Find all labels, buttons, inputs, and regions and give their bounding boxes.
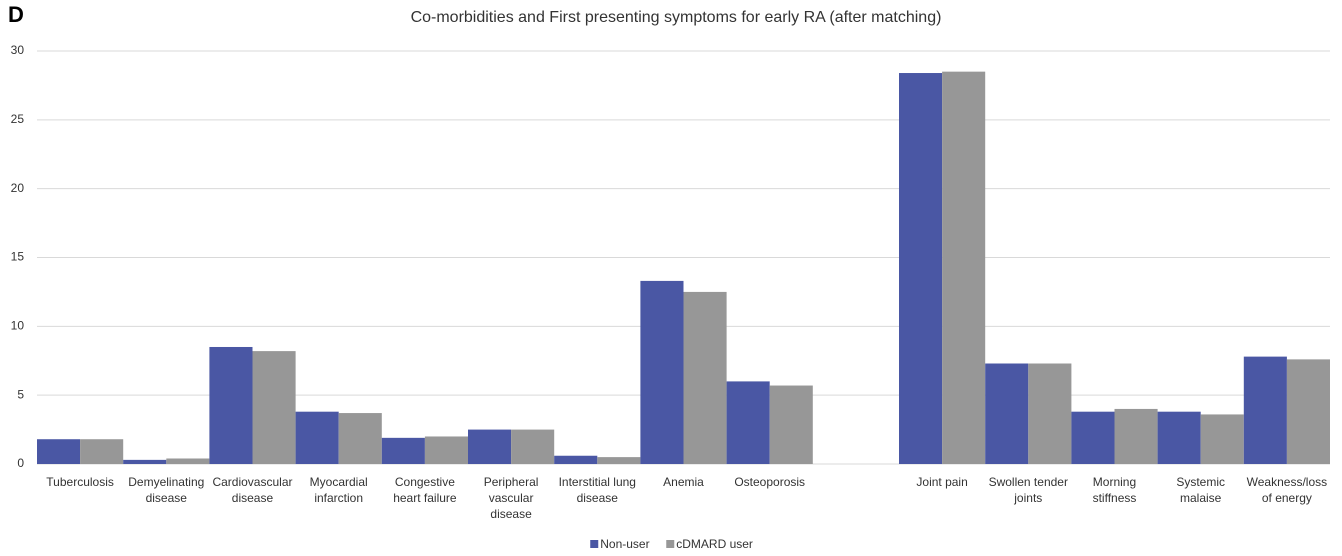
chart-title: Co-morbidities and First presenting symp… bbox=[411, 9, 942, 26]
x-tick-label: Myocardial infarction bbox=[309, 475, 368, 505]
x-tick-label: Morning stiffness bbox=[1092, 475, 1137, 505]
bar bbox=[123, 459, 167, 464]
x-tick-label: Joint pain bbox=[916, 475, 968, 489]
y-tick-label: 20 bbox=[11, 181, 25, 195]
bar bbox=[37, 439, 81, 464]
x-tick-label: Osteoporosis bbox=[734, 475, 806, 489]
bar bbox=[554, 455, 598, 464]
bar bbox=[683, 291, 727, 464]
bar bbox=[640, 280, 684, 464]
bar bbox=[468, 429, 512, 464]
y-tick-label: 25 bbox=[11, 112, 25, 126]
y-tick-label: 5 bbox=[17, 387, 24, 401]
bar bbox=[985, 363, 1029, 464]
legend-swatch bbox=[666, 540, 675, 548]
bar bbox=[942, 71, 986, 465]
legend-label: Non-user bbox=[600, 537, 649, 551]
x-tick-label: Tuberculosis bbox=[46, 475, 114, 489]
bar bbox=[1071, 411, 1115, 464]
bar bbox=[511, 429, 555, 464]
x-tick-label: Anemia bbox=[663, 475, 704, 489]
bar bbox=[381, 437, 425, 464]
bar bbox=[899, 73, 943, 464]
y-tick-label: 15 bbox=[11, 250, 25, 264]
bar bbox=[252, 351, 296, 464]
legend-label: cDMARD user bbox=[676, 537, 753, 551]
bar bbox=[80, 439, 124, 464]
x-tick-label: Weakness/loss of energy bbox=[1246, 475, 1328, 505]
x-tick-label: Swollen tender joints bbox=[988, 475, 1068, 505]
bar bbox=[338, 413, 382, 464]
x-tick-label: Cardiovascular disease bbox=[212, 475, 293, 505]
bar bbox=[166, 458, 210, 464]
panel-label: D bbox=[8, 2, 24, 27]
x-tick-label: Interstitial lung disease bbox=[558, 475, 636, 505]
bar bbox=[726, 381, 770, 464]
bar bbox=[295, 411, 339, 464]
x-tick-label: Demyelinating disease bbox=[128, 475, 205, 505]
y-tick-label: 10 bbox=[11, 319, 25, 333]
bar bbox=[209, 346, 253, 464]
bar bbox=[1114, 408, 1158, 464]
x-tick-label: Systemic malaise bbox=[1176, 475, 1226, 505]
bar bbox=[1286, 359, 1330, 464]
bar bbox=[769, 385, 813, 464]
legend-swatch bbox=[590, 540, 599, 548]
bar bbox=[1200, 414, 1244, 464]
bar bbox=[424, 436, 468, 464]
bar bbox=[597, 457, 641, 464]
y-tick-label: 0 bbox=[17, 456, 24, 470]
x-tick-label: Peripheral vascular disease bbox=[483, 475, 539, 521]
x-tick-label: Congestive heart failure bbox=[393, 475, 457, 505]
bar bbox=[1157, 411, 1201, 464]
y-tick-label: 30 bbox=[11, 43, 25, 57]
bar bbox=[1243, 356, 1287, 464]
bar bbox=[1028, 363, 1072, 464]
